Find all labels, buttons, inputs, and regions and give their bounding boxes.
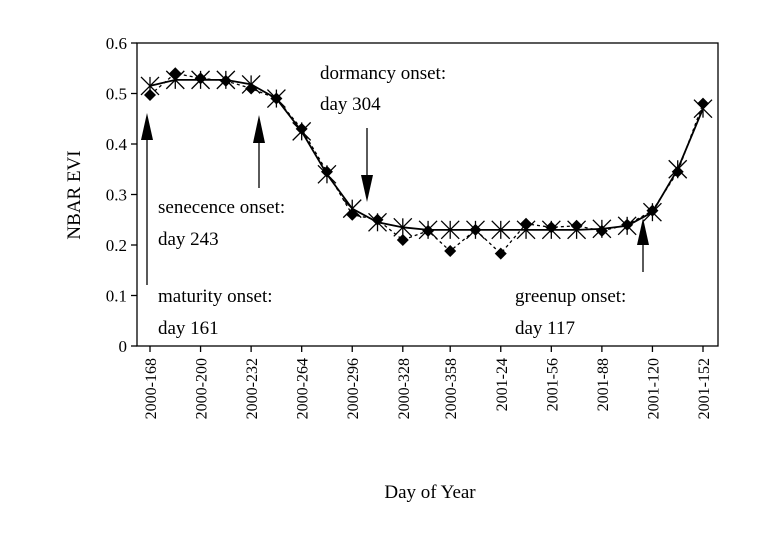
x-tick-label: 2000-264 — [295, 358, 312, 419]
y-tick-label: 0 — [119, 337, 128, 356]
x-tick-label: 2000-200 — [194, 358, 211, 419]
asterisk-marker — [216, 70, 236, 90]
y-axis-title: NBAR EVI — [64, 150, 85, 239]
asterisk-marker — [317, 164, 337, 184]
asterisk-marker — [541, 220, 561, 240]
diamond-marker — [494, 247, 507, 260]
annotation-senescence-line1: senecence onset: — [158, 197, 285, 218]
asterisk-marker — [693, 99, 713, 119]
annotation-greenup-line2: day 117 — [515, 318, 575, 339]
annotation-greenup-line1: greenup onset: — [515, 286, 626, 307]
asterisk-marker — [368, 212, 387, 232]
x-tick-label: 2001-152 — [696, 358, 713, 419]
asterisk-marker — [642, 202, 662, 222]
x-tick-label: 2001-56 — [544, 358, 561, 411]
x-tick-label: 2001-88 — [595, 358, 612, 411]
x-axis-title: Day of Year — [384, 482, 476, 503]
asterisk-marker — [617, 216, 637, 236]
annotation-maturity-line1: maturity onset: — [158, 286, 273, 307]
x-tick-label: 2001-24 — [494, 358, 511, 411]
asterisk-marker — [165, 70, 185, 90]
x-tick-label: 2000-358 — [443, 358, 460, 419]
y-tick-label: 0.4 — [106, 135, 128, 154]
asterisk-marker — [491, 220, 511, 240]
x-tick-label: 2001-120 — [645, 358, 662, 419]
asterisk-marker — [440, 220, 460, 240]
x-tick-label: 2000-232 — [244, 358, 261, 419]
y-tick-label: 0.2 — [106, 236, 127, 255]
x-tick-label: 2000-168 — [143, 358, 160, 419]
annotations: dormancy onset: day 304 senecence onset:… — [141, 63, 649, 339]
diamond-marker — [144, 89, 156, 102]
annotation-dormancy-line1: dormancy onset: — [320, 63, 446, 84]
dormancy-arrow-head — [361, 175, 373, 202]
x-tick-label: 2000-296 — [345, 358, 362, 419]
asterisk-marker — [393, 217, 413, 237]
asterisk-marker — [241, 74, 261, 94]
asterisk-marker — [140, 76, 160, 96]
annotation-maturity-line2: day 161 — [158, 318, 219, 339]
asterisk-marker — [191, 70, 211, 90]
maturity-arrow-head — [141, 113, 153, 140]
senescence-arrow-head — [253, 115, 265, 143]
x-axis: 2000-168 2000-200 2000-232 2000-264 2000-296… — [143, 346, 713, 419]
y-axis: 0 0.1 0.2 0.3 0.4 0.5 0.6 — [106, 34, 137, 356]
y-tick-label: 0.1 — [106, 287, 127, 306]
asterisk-marker — [292, 121, 312, 141]
y-tick-label: 0.3 — [106, 186, 127, 205]
annotation-dormancy-line2: day 304 — [320, 94, 381, 115]
asterisk-marker — [418, 220, 438, 240]
annotation-senescence-line2: day 243 — [158, 229, 219, 250]
asterisk-marker — [567, 220, 587, 240]
asterisk-marker — [592, 219, 612, 239]
asterisk-marker — [668, 159, 688, 179]
y-tick-label: 0.5 — [106, 85, 127, 104]
asterisk-marker — [516, 220, 536, 240]
y-tick-label: 0.6 — [106, 34, 127, 53]
series-layer — [140, 67, 713, 260]
greenup-arrow-head — [637, 218, 649, 245]
diamond-marker — [444, 245, 457, 258]
asterisk-marker — [266, 89, 286, 109]
asterisk-marker — [342, 199, 362, 219]
asterisk-marker — [466, 220, 485, 240]
diamond-marker — [396, 233, 409, 246]
x-tick-label: 2000-328 — [396, 358, 413, 419]
